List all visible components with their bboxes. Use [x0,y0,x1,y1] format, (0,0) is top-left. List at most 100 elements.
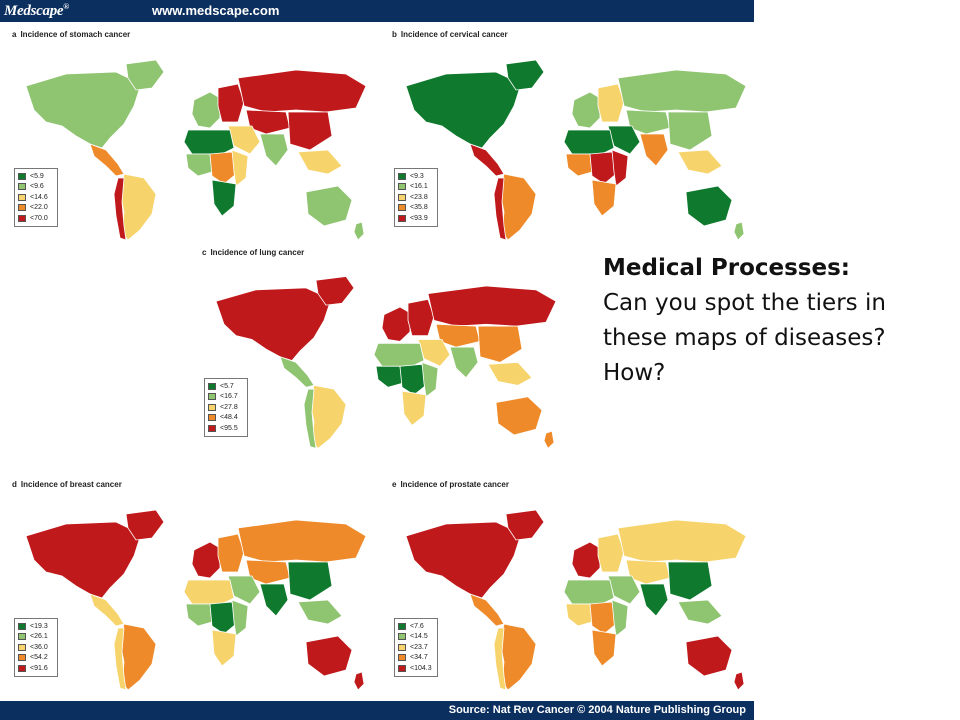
region-south-asia [449,346,479,379]
region-north-africa [183,579,235,605]
region-russia [617,69,747,113]
region-europe-east [597,83,625,123]
region-southeast-asia [297,149,343,175]
map-title-text: Incidence of lung cancer [210,248,305,257]
region-south-america [499,623,537,691]
map-panel-breast: d Incidence of breast cancer <19.3 <26.1 <36… [6,476,374,698]
legend-label: <27.8 [220,403,238,411]
region-east-africa [421,361,439,398]
region-europe-east [407,298,435,337]
region-central-africa [209,151,237,185]
world-map [405,509,747,691]
legend-entry: <48.4 [208,413,244,424]
legend-swatch [398,654,406,662]
region-new-zealand [543,430,555,450]
legend-swatch [18,633,26,641]
legend-swatch [208,414,216,422]
legend-swatch [398,214,406,222]
map-title: d Incidence of breast cancer [12,480,122,489]
region-central-america [469,143,505,177]
map-title: b Incidence of cervical cancer [392,30,508,39]
region-central-asia [625,559,671,585]
legend-swatch [398,183,406,191]
region-greenland [505,509,545,541]
region-australia [685,185,733,227]
region-andes [493,177,507,241]
region-central-america [469,593,505,627]
region-central-asia [245,109,291,135]
legend-entry: <19.3 [18,621,54,632]
map-legend: <19.3 <26.1 <36.0 <54.2 <91.6 [14,618,58,677]
region-russia [617,519,747,563]
region-south-america [309,384,347,449]
region-south-america [499,173,537,241]
legend-swatch [18,172,26,180]
region-new-zealand [353,671,365,691]
header-bar: Medscape® www.medscape.com [0,0,754,22]
region-russia [427,285,557,327]
region-europe-west [191,541,221,579]
region-andes [303,388,317,449]
region-south-africa [401,390,427,427]
region-central-america [89,593,125,627]
region-central-africa [589,601,617,635]
legend-entry: <23.7 [398,642,434,653]
region-central-asia [245,559,291,585]
map-legend: <5.9 <9.6 <14.6 <22.0 <70.0 [14,168,58,227]
legend-label: <9.3 [410,172,424,180]
legend-entry: <34.7 [398,653,434,664]
region-north-america [215,287,332,361]
map-letter: c [202,248,207,257]
region-europe-west [381,306,411,342]
legend-label: <54.2 [30,654,48,662]
region-greenland [315,276,355,306]
region-andes [113,627,127,691]
region-greenland [125,59,165,91]
region-russia [237,69,367,113]
footer-bar: Source: Nat Rev Cancer © 2004 Nature Pub… [0,701,754,720]
legend-label: <16.7 [220,393,238,401]
legend-label: <19.3 [30,622,48,630]
legend-swatch [18,664,26,672]
legend-swatch [208,382,216,390]
caption-body: Can you spot the tiers in these maps of … [603,290,886,386]
map-title: a Incidence of stomach cancer [12,30,130,39]
map-title-text: Incidence of cervical cancer [400,30,508,39]
region-australia [305,185,353,227]
legend-label: <35.8 [410,204,428,212]
map-legend: <7.6 <14.5 <23.7 <34.7 <104.3 [394,618,438,677]
medscape-logo[interactable]: Medscape® [4,2,69,20]
region-central-america [279,356,315,388]
legend-swatch [18,204,26,212]
logo-registered-mark: ® [63,2,69,11]
region-west-africa [185,603,213,627]
site-url[interactable]: www.medscape.com [152,3,280,18]
map-legend: <5.7 <16.7 <27.8 <48.4 <95.5 [204,378,248,437]
legend-swatch [398,643,406,651]
map-letter: d [12,480,17,489]
legend-entry: <16.1 [398,182,434,193]
map-letter: b [392,30,397,39]
legend-entry: <35.8 [398,203,434,214]
legend-label: <36.0 [30,643,48,651]
legend-label: <22.0 [30,204,48,212]
legend-swatch [18,622,26,630]
region-southeast-asia [297,599,343,625]
region-south-africa [211,179,237,217]
legend-entry: <5.9 [18,171,54,182]
legend-entry: <26.1 [18,632,54,643]
region-new-zealand [733,221,745,241]
region-australia [305,635,353,677]
region-greenland [505,59,545,91]
world-map [25,509,367,691]
region-east-africa [611,149,629,187]
map-title-text: Incidence of stomach cancer [20,30,131,39]
map-panel-cervical: b Incidence of cervical cancer <9.3 <16.1 <2… [386,26,754,248]
legend-entry: <70.0 [18,213,54,224]
region-russia [237,519,367,563]
legend-label: <26.1 [30,633,48,641]
map-title: e Incidence of prostate cancer [392,480,509,489]
legend-label: <23.8 [410,193,428,201]
legend-label: <16.1 [410,183,428,191]
legend-entry: <91.6 [18,663,54,674]
